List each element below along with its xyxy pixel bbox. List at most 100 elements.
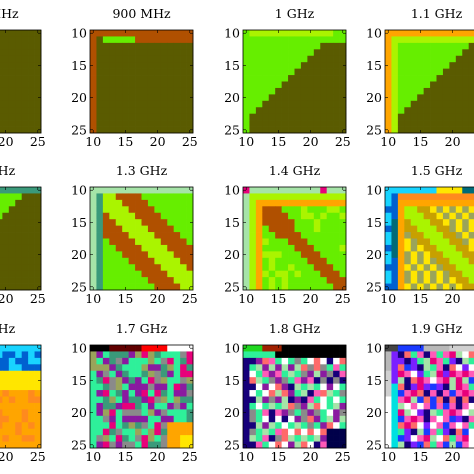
heatmap-cell [333,62,340,69]
heatmap-cell [423,81,431,89]
heatmap-cell [122,390,129,397]
heatmap-cell [430,126,437,134]
heatmap-cell [404,199,412,207]
heatmap-cell [455,409,463,417]
heatmap-cell [385,107,392,115]
heatmap-cell [262,49,270,57]
heatmap-cell [288,219,295,226]
heatmap-cell [167,113,175,121]
heatmap-cell [21,244,29,252]
heatmap-cell [8,113,16,121]
heatmap-cell [320,120,328,127]
heatmap-cell [391,428,399,436]
y-tick-label: 10 [71,26,87,41]
heatmap-cell [115,68,123,76]
heatmap-cell [404,212,412,220]
heatmap-cell [15,120,23,127]
heatmap-cell [255,409,263,417]
heatmap-cell [268,428,276,436]
x-tick-label: 10 [238,449,254,464]
heatmap-cell [160,396,168,404]
heatmap-cell [268,30,276,37]
heatmap-cell [243,244,250,252]
heatmap-cell [90,120,97,127]
heatmap-cell [468,126,474,134]
heatmap-cell [417,396,424,404]
heatmap-cell [255,81,263,89]
heatmap-cell [320,351,328,359]
heatmap-cell [281,441,289,449]
heatmap-cell [8,232,16,239]
panel-frame [0,344,42,449]
panel-frame [0,186,42,291]
heatmap-cell [313,396,321,404]
heatmap-cell [436,283,444,291]
heatmap-cell [109,364,117,372]
heatmap-cell [122,383,129,391]
heatmap-cell [243,264,250,272]
heatmap-cell [28,396,35,404]
heatmap-cell [0,75,3,82]
heatmap-cell [180,277,187,284]
heatmap-cell [423,75,431,82]
heatmap-cell [404,81,412,89]
heatmap-cell [391,120,399,127]
heatmap-cell [96,383,104,391]
heatmap-cell [275,277,282,284]
heatmap-cell [160,402,168,410]
x-tick-label: 20 [303,134,319,149]
heatmap-cell [410,49,418,57]
x-tick-label: 20 [150,449,166,464]
heatmap-cell [449,42,457,50]
heatmap-cell [173,345,181,352]
heatmap-cell [281,364,289,372]
heatmap-cell [122,55,129,63]
heatmap-cell [115,264,123,272]
heatmap-cell [294,428,302,436]
heatmap-cell [34,68,42,76]
heatmap-cell [449,422,457,430]
heatmap-cell [455,49,463,57]
heatmap-cell [326,107,334,115]
heatmap-cell [15,100,23,108]
heatmap-cell [307,383,315,391]
heatmap-cell [385,370,392,378]
heatmap-cell [300,68,308,76]
heatmap-cell [141,199,149,207]
heatmap-cell [275,383,282,391]
heatmap-cell [397,36,405,44]
heatmap-cell [320,396,328,404]
heatmap-cell [468,113,474,121]
heatmap-cell [173,251,181,259]
heatmap-cell [102,277,110,284]
heatmap-cell [313,206,321,214]
heatmap-cell [288,277,295,284]
heatmap-cell [449,49,457,57]
heatmap-cell [128,81,136,89]
heatmap-cell [141,377,149,384]
heatmap-cell [2,422,10,430]
heatmap-cell [115,390,123,397]
heatmap-cell [109,42,117,50]
heatmap-cell [28,206,35,214]
heatmap-cell [300,357,308,365]
heatmap-cell [385,187,392,194]
heatmap-cell [449,212,457,220]
heatmap-cell [2,283,10,291]
heatmap-cell [34,283,42,291]
heatmap-cell [28,428,35,436]
heatmap-cell [28,238,35,246]
heatmap-cell [135,212,142,220]
heatmap-cell [307,87,315,95]
heatmap-cell [109,270,117,278]
heatmap-cell [8,62,16,69]
heatmap-cell [2,351,10,359]
heatmap-cell [436,257,444,265]
heatmap-cell [173,415,181,423]
heatmap-cell [385,270,392,278]
heatmap-cell [255,238,263,246]
heatmap-cell [102,415,110,423]
panel-title: 1.5 GHz [411,163,463,178]
heatmap-cell [102,100,110,108]
heatmap-cell [109,351,117,359]
